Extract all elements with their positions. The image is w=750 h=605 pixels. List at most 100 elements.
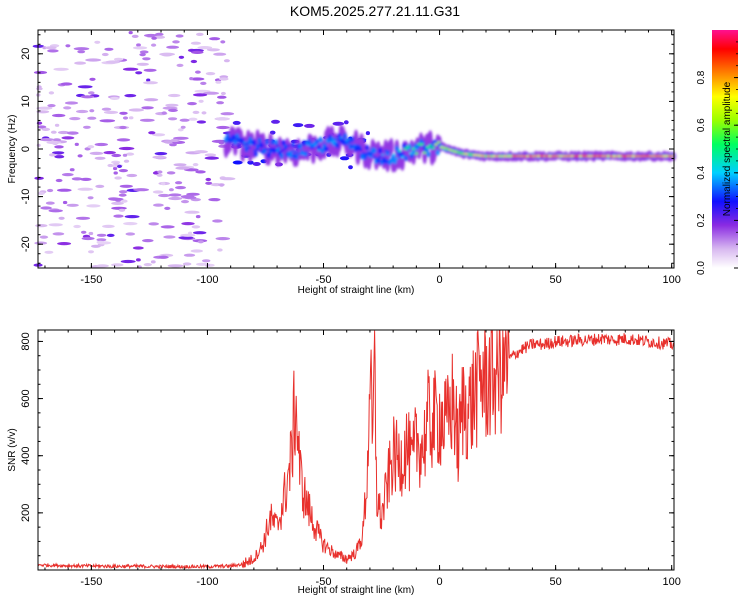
- heatmap-noise-cell: [190, 249, 203, 253]
- heatmap-ridge-core: [481, 154, 486, 157]
- heatmap-noise-cell: [128, 30, 133, 35]
- heatmap-ridge-core: [668, 155, 672, 158]
- heatmap-ridge-core: [247, 146, 251, 149]
- heatmap-ridge: [223, 124, 676, 173]
- heatmap-noise-cell: [180, 125, 186, 129]
- heatmap-noise-cell: [89, 77, 96, 81]
- heatmap-ridge-core: [478, 154, 483, 157]
- heatmap-noise-cell: [75, 216, 91, 220]
- heatmap-ridge-core: [464, 153, 469, 156]
- heatmap-ridge-core: [484, 155, 488, 158]
- heatmap-ridge-core: [395, 157, 399, 160]
- heatmap-noise-cell: [200, 81, 207, 85]
- x-tick-label: 0: [436, 576, 442, 588]
- heatmap-ridge-core: [417, 143, 421, 146]
- heatmap-y-ticks: -20 -10 0 10 20: [20, 34, 674, 264]
- heatmap-noise-cell: [76, 109, 89, 114]
- heatmap-ridge-core: [645, 155, 650, 158]
- heatmap-noise-cell: [143, 263, 152, 267]
- heatmap-noise-cell: [77, 154, 83, 158]
- heatmap-ridge-core: [233, 137, 238, 140]
- heatmap-noise-cell: [113, 214, 124, 218]
- heatmap-ridge-core: [604, 155, 608, 158]
- heatmap-noise-cell: [187, 102, 197, 106]
- heatmap-noise-cell: [220, 91, 226, 96]
- heatmap-ridge-core: [358, 148, 363, 151]
- heatmap-noise-cell: [113, 166, 118, 171]
- heatmap-noise-cell: [220, 112, 235, 116]
- heatmap-ridge-core: [303, 153, 307, 156]
- heatmap-noise-cell: [125, 152, 135, 156]
- heatmap-ridge-core: [258, 150, 263, 153]
- heatmap-noise-cell: [167, 264, 184, 268]
- heatmap-noise-cell: [159, 52, 176, 56]
- heatmap-noise-cell: [36, 85, 42, 89]
- heatmap-ridge-core: [500, 155, 505, 158]
- heatmap-noise-cell: [144, 33, 158, 38]
- heatmap-ridge-cell: [225, 132, 230, 139]
- heatmap-noise-cell: [61, 136, 75, 140]
- heatmap-noise-cell: [205, 72, 216, 76]
- heatmap-ridge-cell: [298, 143, 303, 150]
- heatmap-ridge-cell: [279, 152, 284, 159]
- heatmap-ridge-core: [344, 138, 349, 141]
- heatmap-ridge-cell: [266, 152, 271, 159]
- heatmap-noise-cell: [123, 159, 130, 163]
- heatmap-noise-cell: [202, 259, 211, 263]
- colorbar-tick-label: 0.6: [696, 118, 707, 132]
- heatmap-noise-cell: [94, 40, 101, 44]
- heatmap-ridge-core: [378, 155, 382, 158]
- heatmap-noise-cell: [332, 121, 345, 126]
- heatmap-ridge-core: [584, 155, 589, 158]
- heatmap-noise-cell: [74, 61, 87, 65]
- heatmap-noise-cell: [160, 225, 175, 229]
- heatmap-ridge-core: [534, 155, 538, 158]
- y-tick-label: 20: [20, 48, 32, 60]
- heatmap-ridge-core: [509, 155, 513, 158]
- heatmap-noise-cell: [105, 60, 121, 64]
- heatmap-noise-cell: [48, 91, 55, 95]
- heatmap-ridge-core: [339, 136, 343, 139]
- colorbar-ticks: 0.0 0.2 0.4 0.6 0.8: [696, 41, 738, 275]
- heatmap-ridge-core: [305, 143, 310, 146]
- heatmap-noise-cell: [81, 236, 95, 241]
- heatmap-noise-cell: [84, 147, 91, 151]
- heatmap-noise-cell: [168, 196, 183, 201]
- heatmap-noise-cell: [35, 224, 48, 228]
- heatmap-ridge-core: [592, 155, 597, 158]
- y-tick-label: -10: [20, 189, 32, 205]
- heatmap-ridge-core: [420, 143, 424, 146]
- heatmap-ridge-core: [325, 139, 330, 142]
- heatmap-noise-cell: [53, 67, 69, 71]
- heatmap-noise-cell: [168, 188, 174, 192]
- x-tick-label: -50: [316, 576, 332, 588]
- heatmap-noise-cell: [216, 101, 225, 105]
- heatmap-noise-cell: [86, 204, 101, 208]
- heatmap-ridge-halo: [327, 139, 333, 157]
- y-tick-label: 200: [20, 504, 32, 522]
- heatmap-noise-cell: [47, 188, 54, 193]
- heatmap-ridge-core: [576, 155, 580, 158]
- heatmap-noise-cell: [148, 222, 159, 226]
- heatmap-ridge-cell: [402, 142, 407, 149]
- heatmap-noise-cell: [158, 255, 169, 259]
- heatmap-noise-cell: [116, 138, 131, 142]
- heatmap-noise-cell: [151, 43, 157, 47]
- colorbar-tick-label: 0.0: [696, 261, 707, 275]
- heatmap-noise-cell: [103, 110, 119, 114]
- heatmap-noise-cell: [65, 44, 71, 48]
- heatmap-ridge-core: [289, 150, 293, 153]
- heatmap-noise-cell: [96, 233, 107, 237]
- heatmap-ridge-halo: [353, 129, 359, 147]
- heatmap-noise-cell: [52, 138, 61, 142]
- colorbar-gradient: [712, 30, 738, 268]
- heatmap-ridge-core: [272, 149, 277, 152]
- heatmap-noise-cell: [247, 160, 254, 165]
- heatmap-noise-cell: [132, 246, 144, 250]
- heatmap-noise-cell: [195, 170, 206, 174]
- heatmap-ridge-core: [654, 155, 658, 158]
- heatmap-noise-cell: [48, 223, 63, 227]
- heatmap-noise-cell: [191, 225, 201, 229]
- heatmap-ridge-core: [283, 147, 288, 150]
- heatmap-noise-cell: [139, 118, 155, 122]
